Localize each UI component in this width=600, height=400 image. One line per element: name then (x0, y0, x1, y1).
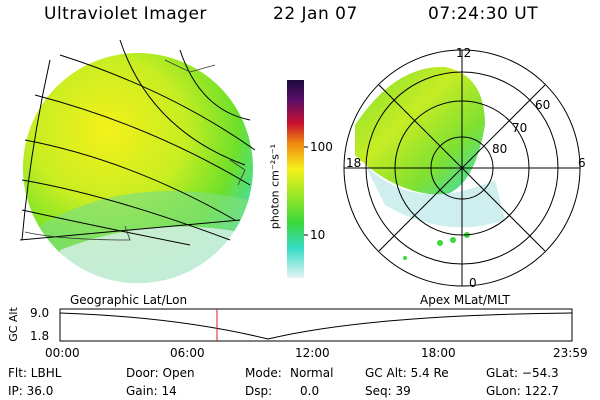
colorbar-tick-100: 100 (310, 140, 333, 154)
glat-readout: GLat: −54.3 (486, 366, 559, 380)
timeline-ytick-max: 9.0 (30, 306, 50, 320)
app-title: Ultraviolet Imager (44, 4, 207, 24)
seq-readout: Seq: 39 (365, 384, 411, 398)
door-readout: Door: Open (126, 366, 195, 380)
mode-label: Mode: (245, 366, 282, 380)
mlat-label-70: 70 (512, 121, 528, 135)
timeline-xtick-1200: 12:00 (295, 346, 330, 360)
colorbar-unit-label: photon cm⁻²s⁻¹ (268, 143, 282, 230)
timeline-axis-label: GC Alt (6, 307, 20, 342)
gc-alt-readout: GC Alt: 5.4 Re (365, 366, 449, 380)
mlt-label-0: 0 (469, 276, 477, 290)
mlt-label-6: 6 (578, 156, 586, 170)
timeline-xtick-1800: 18:00 (421, 346, 456, 360)
mlat-label-80: 80 (492, 142, 508, 156)
timeline-right-label: Apex MLat/MLT (420, 293, 510, 307)
gain-readout: Gain: 14 (126, 384, 177, 398)
altitude-timeline[interactable] (58, 305, 578, 347)
mlt-label-12: 12 (456, 46, 472, 60)
timeline-xtick-0600: 06:00 (170, 346, 205, 360)
time-readout: 07:24:30 UT (428, 4, 539, 24)
mlt-label-18: 18 (346, 156, 362, 170)
ip-readout: IP: 36.0 (8, 384, 54, 398)
altitude-curve (59, 312, 573, 340)
mode-value: Normal (290, 366, 334, 380)
timeline-left-label: Geographic Lat/Lon (70, 293, 188, 307)
geographic-image (19, 39, 256, 283)
colorbar (287, 80, 308, 278)
timeline-xtick-0000: 00:00 (45, 346, 80, 360)
dsp-label: Dsp: (245, 384, 273, 398)
date-readout: 22 Jan 07 (273, 4, 358, 24)
dsp-value: 0.0 (300, 384, 320, 398)
mlat-label-60: 60 (535, 98, 551, 112)
timeline-xtick-2359: 23:59 (553, 346, 588, 360)
glon-readout: GLon: 122.7 (486, 384, 559, 398)
flt-readout: Flt: LBHL (8, 366, 62, 380)
colorbar-tick-10: 10 (310, 228, 326, 242)
timeline-ytick-min: 1.8 (30, 329, 50, 343)
polar-plot (343, 49, 581, 287)
